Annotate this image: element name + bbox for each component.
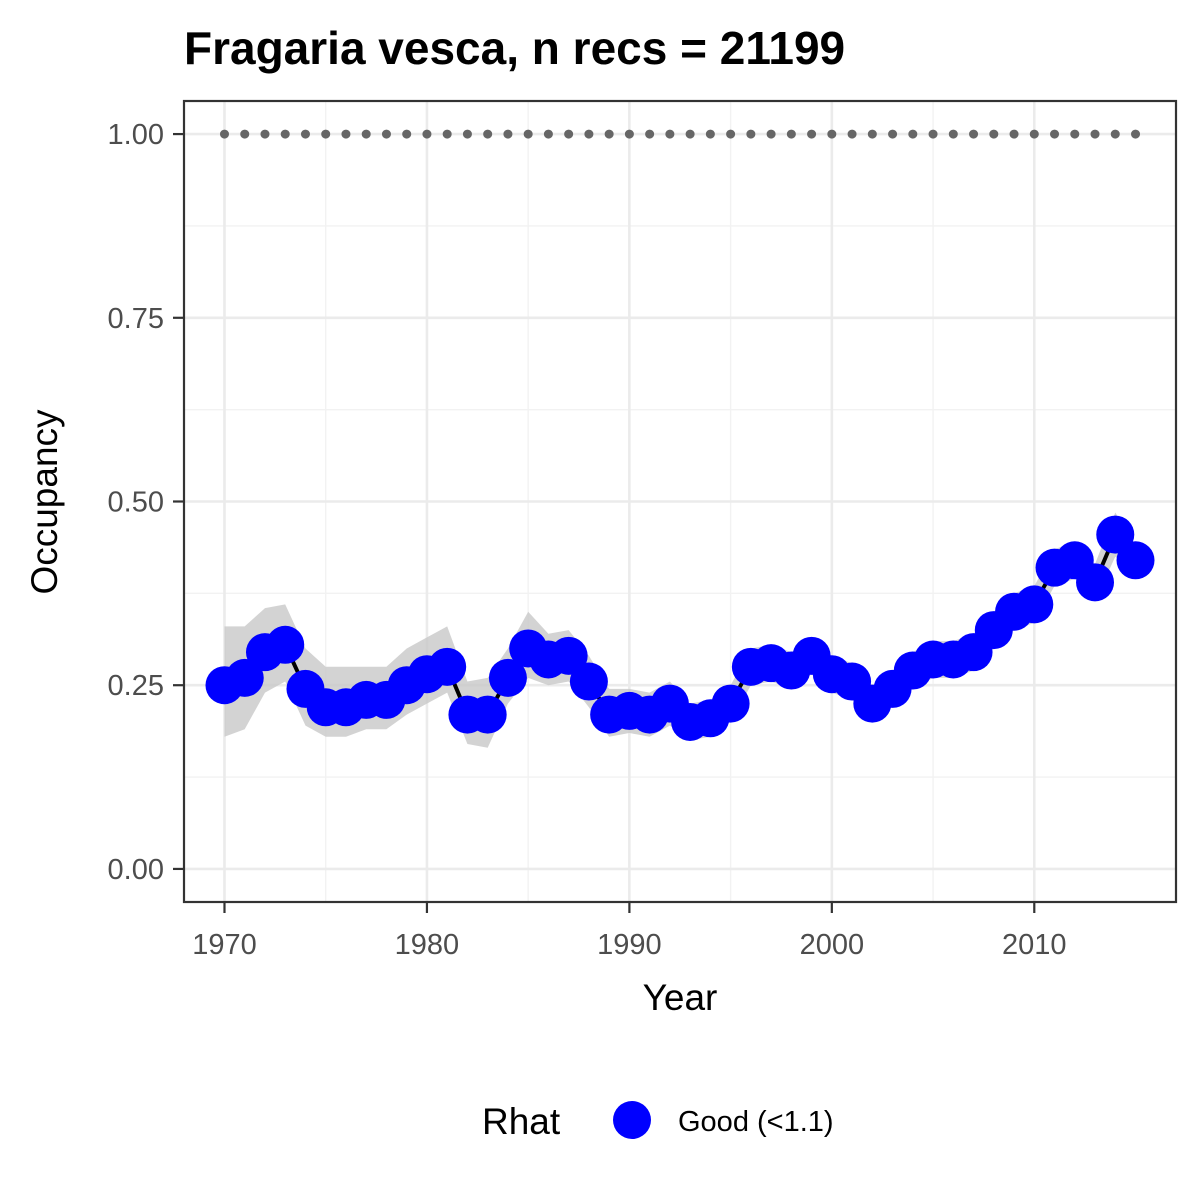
reference-point	[665, 129, 675, 139]
y-tick-label: 0.50	[108, 487, 164, 519]
reference-point	[827, 129, 837, 139]
reference-point	[1050, 129, 1060, 139]
data-point	[1015, 585, 1054, 624]
reference-point	[280, 129, 290, 139]
data-point	[1096, 515, 1135, 554]
legend-title: Rhat	[482, 1101, 561, 1142]
reference-point	[948, 129, 958, 139]
reference-point	[483, 129, 493, 139]
reference-point	[766, 129, 776, 139]
data-point	[1076, 563, 1115, 602]
y-tick-label: 0.75	[108, 303, 164, 335]
data-point	[1116, 541, 1155, 580]
reference-point	[1070, 129, 1080, 139]
data-point	[549, 636, 588, 675]
reference-point	[321, 129, 331, 139]
reference-point	[300, 129, 310, 139]
reference-point	[240, 129, 250, 139]
data-point	[225, 658, 264, 697]
x-tick-label: 2010	[1002, 929, 1067, 961]
chart-title: Fragaria vesca, n recs = 21199	[184, 22, 845, 74]
data-point	[488, 658, 527, 697]
y-tick-label: 0.00	[108, 854, 164, 886]
reference-point	[402, 129, 412, 139]
reference-point	[685, 129, 695, 139]
reference-point	[604, 129, 614, 139]
grid-lines	[184, 101, 1176, 902]
reference-point	[462, 129, 472, 139]
reference-point	[1110, 129, 1120, 139]
data-point	[468, 695, 507, 734]
reference-point	[888, 129, 898, 139]
y-axis: 0.00 0.25 0.50 0.75 1.00	[108, 119, 184, 886]
reference-point	[746, 129, 756, 139]
reference-point	[422, 129, 432, 139]
reference-line-layer	[219, 129, 1141, 139]
y-tick-label: 1.00	[108, 119, 164, 151]
reference-point	[645, 129, 655, 139]
reference-point	[1009, 129, 1019, 139]
reference-point	[807, 129, 817, 139]
legend-key-good	[613, 1101, 651, 1139]
legend-label-good: Good (<1.1)	[678, 1106, 834, 1138]
reference-point	[1029, 129, 1039, 139]
reference-point	[219, 129, 229, 139]
reference-point	[1090, 129, 1100, 139]
reference-point	[726, 129, 736, 139]
x-tick-label: 1970	[192, 929, 257, 961]
y-tick-label: 0.25	[108, 670, 164, 702]
reference-point	[503, 129, 513, 139]
data-point	[266, 625, 305, 664]
reference-point	[584, 129, 594, 139]
plot-panel	[182, 99, 1178, 904]
y-axis-title: Occupancy	[24, 409, 65, 595]
reference-point	[908, 129, 918, 139]
reference-point	[1131, 129, 1141, 139]
data-point-layer	[205, 515, 1155, 741]
reference-point	[442, 129, 452, 139]
reference-point	[361, 129, 371, 139]
data-point	[569, 662, 608, 701]
x-tick-label: 1990	[597, 929, 662, 961]
data-point	[711, 684, 750, 723]
reference-point	[564, 129, 574, 139]
reference-point	[624, 129, 634, 139]
data-point	[428, 647, 467, 686]
reference-point	[381, 129, 391, 139]
x-tick-label: 2000	[800, 929, 865, 961]
reference-point	[341, 129, 351, 139]
reference-point	[928, 129, 938, 139]
reference-point	[989, 129, 999, 139]
legend: Rhat Good (<1.1)	[482, 1101, 834, 1142]
x-axis-title: Year	[643, 977, 718, 1018]
reference-point	[847, 129, 857, 139]
reference-point	[867, 129, 877, 139]
reference-point	[543, 129, 553, 139]
reference-point	[786, 129, 796, 139]
reference-point	[260, 129, 270, 139]
reference-point	[523, 129, 533, 139]
reference-point	[969, 129, 979, 139]
reference-point	[705, 129, 715, 139]
x-axis: 1970 1980 1990 2000 2010	[192, 902, 1067, 961]
x-tick-label: 1980	[395, 929, 460, 961]
